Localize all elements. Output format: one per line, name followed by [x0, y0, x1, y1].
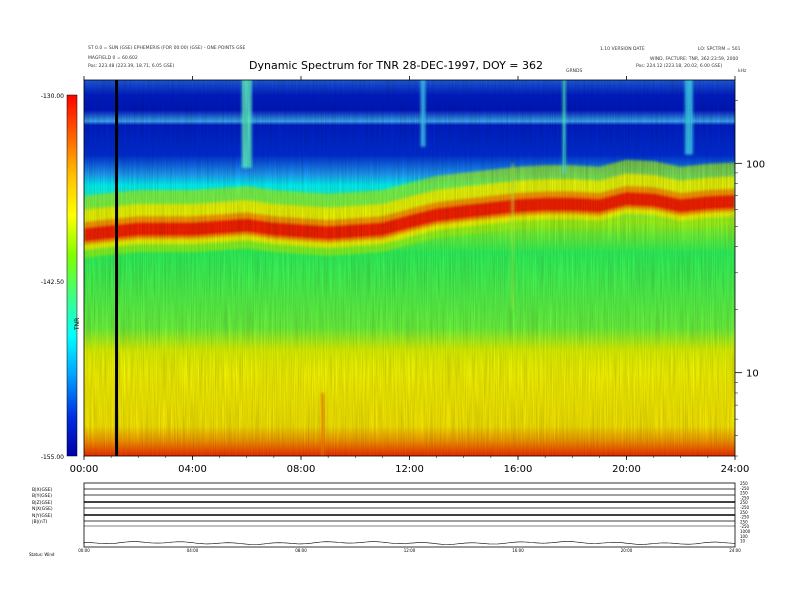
header-right-line4: Pos: 224.12 (223.18, 20.02, 6.00 GSE): [636, 64, 723, 69]
x-axis: 00:00 04:00 08:00 12:00 16:00 20:00 24:00: [70, 76, 750, 475]
x-tick-label: 08:00: [287, 464, 316, 475]
y-tick-label: 10: [746, 369, 759, 380]
header-right-line3: WIND, FACTURE: TNR, 362:23:59, 2000: [650, 57, 739, 62]
spectrogram: [84, 80, 735, 456]
x-tick-label: 12:00: [395, 464, 424, 475]
x-tick-label: 16:00: [504, 464, 533, 475]
colorbar-label: TNR: [74, 318, 81, 331]
colorbar-tick-top: -130.00: [41, 93, 64, 100]
header-left-line2: MAGFIELD 0 = 60.602: [88, 56, 138, 61]
x-tick-label: 24:00: [721, 464, 750, 475]
panel-right-tick: 250: [740, 491, 748, 496]
spectrogram-texture: [84, 80, 735, 456]
panel-x-tick-label: 20:00: [621, 548, 633, 553]
panel-right-tick: 250: [740, 500, 748, 505]
colorbar-frame: [66, 94, 78, 457]
panel-x-tick-label: 24:00: [729, 548, 741, 553]
panel-x-tick-label: 04:00: [187, 548, 199, 553]
panel-label: N|Y(GSE): [32, 513, 53, 519]
parameter-panels: B|X(GSE)B|Y(GSE)B|Z(GSE)N|X(GSE)N|Y(GSE)…: [29, 481, 751, 557]
panel-right-tick: -250: [740, 524, 750, 529]
panel-x-tick-label: 00:00: [78, 548, 90, 553]
panel-right-tick: -250: [740, 515, 750, 520]
header-right-line1: 1.10 VERSION DATE: [600, 47, 645, 52]
colorbar-tick-bottom: -155.00: [41, 454, 64, 461]
panel-right-tick: -250: [740, 505, 750, 510]
panel-right-tick: 250: [740, 510, 748, 515]
header-left-line1: ST 0.0 = SUN (GSE) EPHEMERIS (FOR 00:00)…: [88, 46, 246, 51]
colorbar-tick-mid: -142.50: [41, 279, 64, 286]
y-tick-label: 100: [746, 159, 765, 170]
panel-right-tick: 250: [740, 519, 748, 524]
panel-label: B|X(GSE): [32, 487, 53, 493]
panel-right-tick: 100: [740, 534, 748, 539]
panel-x-tick-label: 16:00: [512, 548, 524, 553]
unit-label: kHz: [738, 69, 747, 74]
panel-label: N|X(GSE): [32, 506, 53, 512]
header-right-line2: LO: SPCTRM = 501: [698, 47, 741, 52]
panel-x-tick-label: 08:00: [295, 548, 307, 553]
x-tick-label: 04:00: [178, 464, 207, 475]
header-mid-label: GRNDS: [566, 69, 583, 74]
panels-footer: Status: Wind: [29, 552, 55, 557]
panel-right-tick: -250: [740, 495, 750, 500]
x-tick-label: 20:00: [612, 464, 641, 475]
panel-label: |B|(nT): [32, 519, 47, 525]
chart-title: Dynamic Spectrum for TNR 28-DEC-1997, DO…: [249, 59, 543, 72]
x-tick-label: 00:00: [70, 464, 99, 475]
panel-right-tick: 10: [740, 539, 746, 544]
panel-right-tick: -250: [740, 486, 750, 491]
colorbar: [67, 95, 77, 456]
y-axis: 100 10: [735, 100, 765, 457]
panel-right-tick: 250: [740, 481, 748, 486]
b-magnitude-trace: [83, 541, 736, 545]
panel-label: B|Z(GSE): [32, 500, 53, 506]
panel-label: B|Y(GSE): [32, 493, 52, 499]
header-left-line3: Pos: 223.48 (223.39, 18.71, 6.05 GSE): [88, 64, 175, 69]
panel-x-tick-label: 12:00: [404, 548, 416, 553]
panel-right-tick: 1000: [740, 529, 751, 534]
